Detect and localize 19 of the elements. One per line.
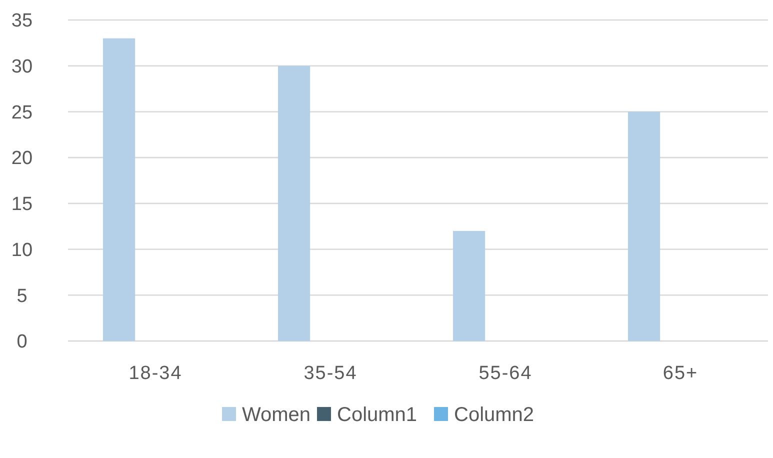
y-tick-label: 15 bbox=[11, 194, 33, 216]
bar bbox=[453, 230, 486, 341]
legend-label: Column1 bbox=[337, 404, 418, 426]
x-tick-label: 35-54 bbox=[304, 363, 358, 384]
legend-label: Women bbox=[242, 404, 311, 426]
x-tick-label: 55-64 bbox=[478, 363, 532, 384]
y-tick-label: 10 bbox=[11, 240, 33, 261]
y-tick-label: 0 bbox=[16, 332, 28, 353]
x-tick-label: 65+ bbox=[662, 363, 698, 384]
x-tick-label: 18-34 bbox=[128, 363, 182, 384]
bar bbox=[628, 112, 660, 341]
bar bbox=[278, 66, 310, 341]
bar bbox=[103, 38, 136, 341]
y-tick-label: 35 bbox=[11, 10, 33, 32]
legend-label: Column2 bbox=[454, 404, 534, 426]
y-tick-label: 30 bbox=[11, 56, 33, 78]
y-tick-label: 20 bbox=[11, 148, 33, 170]
y-tick-label: 25 bbox=[11, 102, 33, 124]
y-tick-label: 5 bbox=[16, 286, 28, 307]
